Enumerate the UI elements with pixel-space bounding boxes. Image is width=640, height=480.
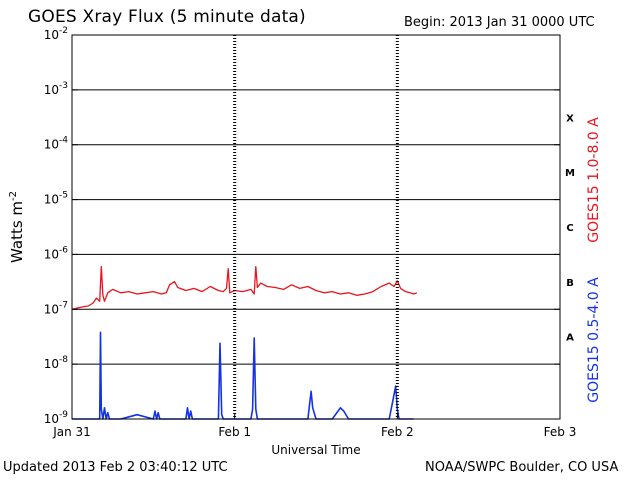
flare-class-label: C — [566, 223, 573, 234]
legend-entry-2: GOES15 0.5-4.0 A — [586, 277, 602, 403]
y-tick-label: 10-9 — [44, 410, 69, 426]
x-axis-label: Universal Time — [271, 443, 360, 457]
x-tick-label: Feb 2 — [381, 425, 414, 439]
y-tick-label: 10-4 — [44, 136, 69, 152]
flare-class-labels: A B C M X — [565, 113, 575, 343]
y-tick-label: 10-3 — [44, 81, 68, 97]
flare-class-label: M — [565, 168, 575, 179]
series-legend: GOES15 1.0-8.0 A GOES15 0.5-4.0 A — [586, 117, 602, 403]
series-line-1 — [71, 265, 418, 310]
flare-class-label: B — [566, 278, 574, 289]
y-tick-label: 10-5 — [44, 191, 68, 207]
grid — [72, 89, 560, 365]
flare-class-label: X — [566, 113, 574, 124]
y-axis-label: Watts m-2 — [8, 191, 26, 263]
credit: NOAA/SWPC Boulder, CO USA — [425, 460, 619, 475]
series-lines — [71, 265, 418, 420]
x-tick-label: Feb 1 — [218, 425, 251, 439]
chart-title: GOES Xray Flux (5 minute data) — [28, 7, 306, 27]
y-tick-label: 10-2 — [44, 26, 68, 42]
x-tick-label: Feb 3 — [544, 425, 577, 439]
legend-entry-1: GOES15 1.0-8.0 A — [586, 117, 602, 243]
y-tick-labels: 10-9 10-8 10-7 10-6 10-5 10-4 10-3 10-2 — [44, 26, 560, 426]
begin-time: Begin: 2013 Jan 31 0000 UTC — [404, 15, 595, 30]
x-tick-label: Jan 31 — [52, 425, 91, 439]
updated-time: Updated 2013 Feb 2 03:40:12 UTC — [3, 460, 228, 475]
y-tick-label: 10-7 — [44, 300, 68, 316]
plot-frame — [71, 34, 561, 420]
y-axis-label-exp: -2 — [8, 191, 19, 201]
y-axis-label-base: Watts m — [8, 201, 26, 263]
series-line-2 — [72, 331, 414, 420]
flare-class-label: A — [566, 333, 574, 344]
day-markers — [233, 35, 399, 419]
x-tick-labels: Jan 31 Feb 1 Feb 2 Feb 3 — [52, 413, 576, 439]
y-tick-label: 10-8 — [44, 355, 69, 371]
y-tick-label: 10-6 — [44, 245, 69, 261]
